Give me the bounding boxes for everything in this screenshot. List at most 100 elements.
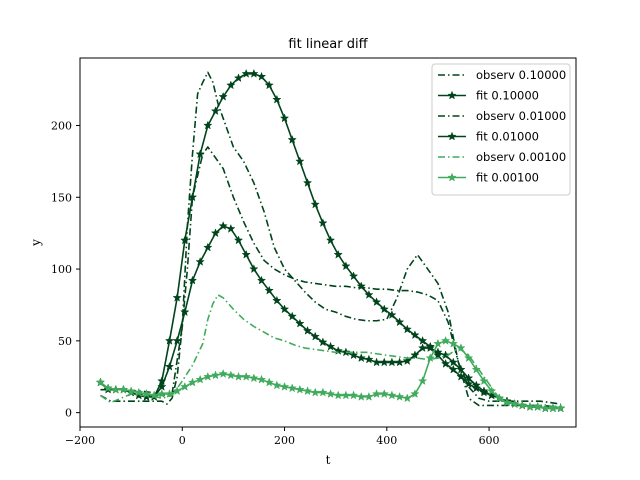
data-point bbox=[256, 275, 267, 285]
data-point bbox=[295, 318, 305, 328]
data-point bbox=[379, 357, 389, 367]
data-point bbox=[371, 357, 382, 367]
data-point bbox=[402, 393, 412, 403]
data-point bbox=[532, 401, 543, 411]
data-point bbox=[272, 380, 282, 390]
data-point bbox=[210, 106, 221, 116]
series-3 bbox=[95, 221, 566, 413]
data-point bbox=[180, 235, 190, 245]
data-point bbox=[164, 389, 175, 398]
data-point bbox=[95, 377, 106, 387]
data-point bbox=[387, 390, 397, 400]
data-point bbox=[433, 338, 443, 348]
data-point bbox=[249, 373, 259, 383]
legend-label: observ 0.01000 bbox=[476, 109, 566, 123]
data-point bbox=[287, 311, 297, 321]
x-tick-label: −200 bbox=[65, 434, 95, 447]
data-point bbox=[233, 235, 244, 245]
data-point bbox=[364, 289, 374, 299]
data-point bbox=[456, 343, 466, 353]
data-point bbox=[425, 343, 435, 353]
data-point bbox=[540, 403, 550, 413]
data-point bbox=[187, 275, 198, 285]
axes-frame bbox=[79, 57, 577, 428]
data-point bbox=[287, 383, 297, 393]
data-point bbox=[241, 371, 251, 381]
data-point bbox=[364, 354, 374, 364]
data-point bbox=[387, 310, 397, 319]
data-point bbox=[264, 377, 274, 387]
x-axis-label: t bbox=[326, 453, 331, 467]
data-point bbox=[448, 357, 458, 367]
data-point bbox=[456, 364, 466, 374]
data-point bbox=[195, 256, 205, 266]
data-point bbox=[272, 94, 282, 104]
legend-marker bbox=[447, 172, 457, 182]
plot-area bbox=[79, 57, 577, 428]
data-point bbox=[187, 192, 198, 202]
data-point bbox=[149, 390, 159, 400]
chart-title: fit linear diff bbox=[288, 37, 368, 52]
data-point bbox=[218, 221, 228, 230]
data-point bbox=[440, 350, 451, 360]
data-point bbox=[256, 71, 267, 81]
data-point bbox=[164, 335, 175, 345]
data-point bbox=[118, 384, 129, 394]
legend-label: observ 0.00100 bbox=[476, 150, 566, 164]
y-tick-label: 50 bbox=[58, 335, 72, 348]
data-point bbox=[187, 377, 198, 387]
data-point bbox=[241, 249, 251, 259]
data-point bbox=[203, 242, 213, 252]
data-point bbox=[417, 335, 428, 345]
data-point bbox=[318, 337, 328, 347]
x-tick-label: 400 bbox=[376, 434, 397, 447]
data-point bbox=[302, 386, 313, 396]
data-point bbox=[172, 335, 182, 345]
data-point bbox=[394, 357, 405, 367]
data-point bbox=[471, 380, 481, 390]
data-point bbox=[448, 338, 458, 348]
data-point bbox=[402, 356, 412, 365]
data-point bbox=[233, 371, 244, 381]
data-point bbox=[440, 358, 451, 368]
data-point bbox=[203, 120, 213, 130]
data-point bbox=[141, 389, 152, 398]
series-line bbox=[100, 71, 561, 408]
data-point bbox=[440, 335, 451, 345]
data-point bbox=[318, 218, 328, 228]
data-point bbox=[333, 249, 343, 259]
series-layer bbox=[95, 68, 566, 413]
data-point bbox=[249, 264, 259, 274]
y-tick-label: 0 bbox=[65, 407, 72, 420]
data-point bbox=[525, 401, 535, 411]
data-point bbox=[371, 389, 382, 398]
legend-marker bbox=[447, 90, 457, 100]
data-point bbox=[509, 399, 520, 409]
legend-label: fit 0.10000 bbox=[476, 89, 539, 103]
data-point bbox=[103, 383, 113, 393]
data-point bbox=[341, 261, 351, 271]
data-point bbox=[318, 387, 328, 397]
x-axis-ticks: −200 0 200 400 600 bbox=[65, 427, 500, 447]
legend-item: observ 0.10000 bbox=[438, 68, 566, 82]
data-point bbox=[341, 390, 351, 400]
data-point bbox=[111, 384, 121, 394]
x-tick-label: 0 bbox=[179, 434, 186, 447]
data-point bbox=[410, 330, 420, 340]
data-point bbox=[417, 376, 428, 386]
data-point bbox=[226, 370, 236, 380]
data-point bbox=[494, 393, 504, 403]
data-point bbox=[310, 331, 320, 341]
data-point bbox=[302, 177, 313, 187]
data-point bbox=[356, 353, 366, 363]
data-point bbox=[379, 304, 389, 314]
data-point bbox=[164, 361, 175, 371]
data-point bbox=[295, 384, 305, 394]
data-point bbox=[348, 350, 359, 360]
data-point bbox=[249, 68, 259, 78]
data-point bbox=[226, 223, 236, 233]
data-point bbox=[548, 403, 558, 413]
legend-item: fit 0.01000 bbox=[438, 130, 539, 144]
data-point bbox=[364, 391, 374, 401]
